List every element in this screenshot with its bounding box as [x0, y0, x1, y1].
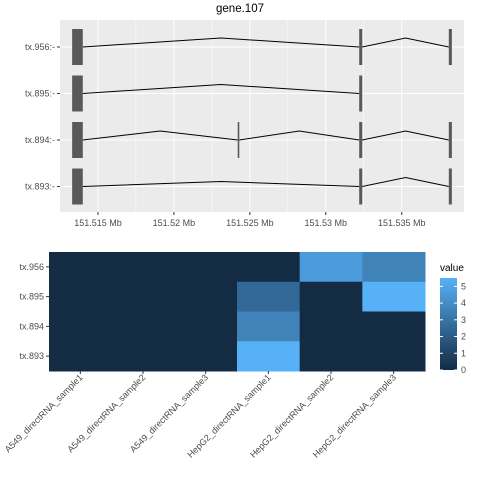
heatmap-row-labels: tx.956 tx.895 tx.894 tx.893	[19, 262, 49, 361]
heatmap-cell	[237, 281, 301, 312]
heatmap-cell	[174, 311, 238, 342]
heatmap-cell	[49, 281, 113, 312]
legend-colorbar	[440, 278, 457, 370]
transcript-tx-894-	[72, 122, 452, 158]
heatmap-cell	[49, 341, 113, 372]
exon-block	[72, 75, 83, 112]
exon-block	[237, 122, 240, 158]
row-label: tx.895	[19, 292, 44, 302]
legend-tick-label: 1	[461, 348, 466, 358]
y-tick-label: tx.895:-	[25, 89, 55, 99]
exon-block	[448, 168, 452, 205]
row-label: tx.894	[19, 321, 44, 331]
heatmap-chart: tx.956 tx.895 tx.894 tx.893 A549_directRNA_…	[3, 252, 466, 460]
heatmap-cell	[299, 252, 363, 283]
exon-block	[359, 75, 363, 112]
x-tick-label: 151.515 Mb	[74, 218, 122, 228]
grid-lines	[60, 20, 464, 212]
transcript-tx-893-	[72, 168, 452, 205]
legend-tick-label: 5	[461, 281, 466, 291]
x-tick-label: 151.53 Mb	[305, 218, 348, 228]
intron-line	[82, 37, 360, 48]
heatmap-cell	[111, 252, 175, 283]
plot-panel	[60, 20, 464, 212]
heatmap-cell	[174, 252, 238, 283]
legend-title: value	[440, 263, 464, 274]
exon-block	[359, 168, 363, 205]
x-tick-labels: 151.515 Mb 151.52 Mb 151.525 Mb 151.53 Mb 15…	[74, 212, 426, 228]
transcript-tx-956-	[72, 29, 452, 65]
x-tick-label: 151.525 Mb	[226, 218, 274, 228]
intron-line	[239, 130, 360, 141]
heatmap-cell	[299, 311, 363, 342]
heatmap-cell	[237, 341, 301, 372]
row-label: tx.956	[19, 262, 44, 272]
heatmap-cells	[49, 252, 426, 372]
gene-structure-chart: gene.107 tx.956:- tx.895:- tx.894:- tx.893:…	[25, 3, 464, 228]
row-label: tx.893	[19, 351, 44, 361]
intron-line	[82, 181, 360, 187]
y-tick-label: tx.894:-	[25, 135, 55, 145]
y-tick-labels: tx.956:- tx.895:- tx.894:- tx.893:-	[25, 42, 60, 192]
legend-tick-label: 4	[461, 298, 466, 308]
legend-ticks: 0 1 2 3 4 5	[440, 281, 466, 375]
intron-line	[362, 176, 449, 187]
y-tick-label: tx.956:-	[25, 42, 55, 52]
color-legend: value 0 1 2 3 4 5	[440, 263, 466, 375]
heatmap-cell	[237, 252, 301, 283]
intron-line	[362, 37, 449, 48]
intron-line	[362, 130, 449, 141]
exon-block	[448, 122, 452, 158]
heatmap-cell	[362, 341, 426, 372]
heatmap-cell	[111, 281, 175, 312]
heatmap-cell	[299, 281, 363, 312]
exon-block	[72, 122, 83, 158]
x-tick-label: 151.535 Mb	[378, 218, 426, 228]
legend-tick-label: 0	[461, 365, 466, 375]
exon-block	[448, 29, 452, 65]
heatmap-cell	[174, 281, 238, 312]
chart-title: gene.107	[216, 3, 264, 15]
heatmap-cell	[49, 252, 113, 283]
heatmap-cell	[111, 341, 175, 372]
exon-block	[359, 29, 363, 65]
exon-block	[72, 168, 83, 205]
heatmap-cell	[49, 311, 113, 342]
x-tick-label: 151.52 Mb	[153, 218, 196, 228]
intron-line	[82, 83, 360, 94]
heatmap-cell	[111, 311, 175, 342]
transcript-tx-895-	[72, 75, 363, 112]
exon-block	[359, 122, 363, 158]
heatmap-cell	[362, 252, 426, 283]
heatmap-cell	[174, 341, 238, 372]
heatmap-cell	[237, 311, 301, 342]
heatmap-column-labels: A549_directRNA_sample1A549_directRNA_sam…	[3, 371, 398, 460]
transcript-marks	[72, 29, 452, 205]
legend-tick-label: 2	[461, 332, 466, 342]
y-tick-label: tx.893:-	[25, 182, 55, 192]
heatmap-cell	[362, 281, 426, 312]
exon-block	[72, 29, 83, 65]
legend-tick-label: 3	[461, 315, 466, 325]
heatmap-cell	[362, 311, 426, 342]
intron-line	[82, 130, 238, 141]
heatmap-cell	[299, 341, 363, 372]
